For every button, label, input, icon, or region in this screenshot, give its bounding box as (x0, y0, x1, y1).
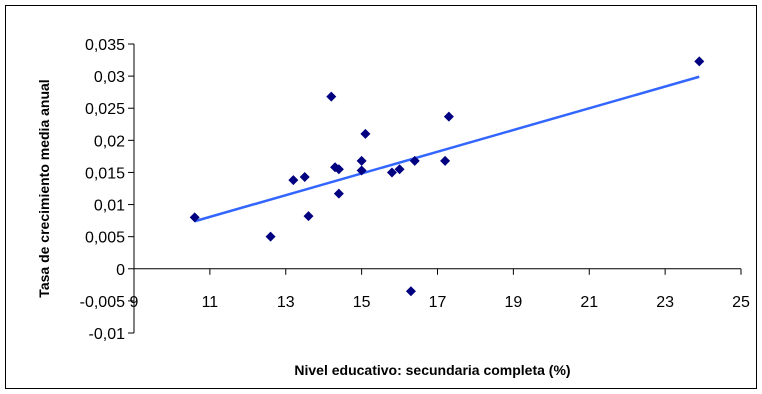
x-axis-title: Nivel educativo: secundaria completa (%) (294, 362, 570, 378)
trendline-group (194, 75, 700, 223)
data-point (299, 171, 310, 182)
y-tick-label: 0,02 (94, 133, 125, 150)
x-tick-label: 19 (504, 294, 522, 311)
data-point (694, 56, 705, 67)
scatter-chart: 9 11 13 15 17 19 21 23 25 -0,01 -0,005 0 0,005 0,01 0… (36, 37, 750, 378)
data-point (326, 91, 337, 102)
data-point (409, 155, 420, 166)
y-tick-label: 0,015 (85, 165, 125, 182)
chart-frame: 9 11 13 15 17 19 21 23 25 -0,01 -0,005 0 0,005 0,01 0… (5, 5, 757, 389)
data-point (405, 286, 416, 297)
data-point (360, 128, 371, 139)
data-point (394, 164, 405, 175)
data-point (356, 165, 367, 176)
x-tick-label: 17 (429, 294, 447, 311)
x-tick-label: 11 (202, 294, 219, 311)
data-point (386, 167, 397, 178)
y-tick-labels: -0,01 -0,005 0 0,005 0,01 0,015 0,02 0,025 0,03 0… (80, 37, 125, 343)
x-tick-label: 21 (580, 294, 598, 311)
y-tick-label: 0,025 (85, 101, 125, 118)
y-axis-title: Tasa de crecimiento media anual (36, 79, 52, 297)
y-tick-label: 0,005 (85, 230, 125, 247)
x-tick-labels: 9 11 13 15 17 19 21 23 25 (130, 294, 750, 311)
x-tick-label: 23 (656, 294, 674, 311)
y-tick-label: -0,01 (89, 326, 126, 343)
data-point (189, 212, 200, 223)
data-point (333, 164, 344, 175)
y-tick-label: 0,03 (94, 69, 125, 86)
y-tick-label: 0,035 (85, 37, 125, 54)
data-point (303, 211, 314, 222)
data-point (288, 175, 299, 186)
trendline (194, 75, 700, 223)
x-tick-label: 13 (277, 294, 295, 311)
y-tick-label: 0,01 (94, 198, 125, 215)
axes (128, 43, 742, 334)
data-point (333, 188, 344, 199)
x-tick-label: 9 (130, 294, 139, 311)
x-tick-label: 25 (732, 294, 750, 311)
y-tick-label: -0,005 (80, 294, 125, 311)
data-point (356, 155, 367, 166)
data-points (189, 56, 705, 297)
x-tick-label: 15 (353, 294, 371, 311)
y-tick-label: 0 (116, 262, 125, 279)
data-point (443, 111, 454, 122)
data-point (265, 231, 276, 242)
data-point (440, 155, 451, 166)
